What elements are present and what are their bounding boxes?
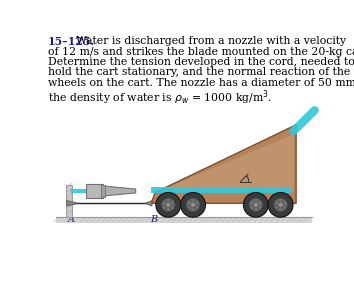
Circle shape bbox=[186, 198, 200, 212]
Text: Water is discharged from a nozzle with a velocity: Water is discharged from a nozzle with a… bbox=[48, 36, 346, 46]
Text: 15–125.: 15–125. bbox=[48, 36, 95, 47]
Circle shape bbox=[190, 202, 196, 208]
Bar bbox=[66, 185, 72, 217]
Polygon shape bbox=[159, 134, 294, 191]
Circle shape bbox=[249, 198, 263, 212]
Circle shape bbox=[278, 202, 283, 208]
Polygon shape bbox=[67, 201, 78, 206]
Circle shape bbox=[274, 198, 287, 212]
Text: Determine the tension developed in the cord, needed to: Determine the tension developed in the c… bbox=[48, 57, 354, 67]
Polygon shape bbox=[103, 186, 136, 196]
Text: hold the cart stationary, and the normal reaction of the: hold the cart stationary, and the normal… bbox=[48, 67, 350, 77]
Bar bbox=[91, 189, 136, 193]
Bar bbox=[72, 189, 86, 193]
Bar bbox=[101, 185, 105, 197]
Polygon shape bbox=[145, 201, 152, 206]
Text: wheels on the cart. The nozzle has a diameter of 50 mm and: wheels on the cart. The nozzle has a dia… bbox=[48, 78, 354, 88]
Text: 45°: 45° bbox=[249, 166, 265, 175]
Circle shape bbox=[244, 192, 268, 217]
Text: the density of water is $\rho_w$ = 1000 kg/m$^3$.: the density of water is $\rho_w$ = 1000 … bbox=[48, 88, 272, 107]
Text: of 12 m/s and strikes the blade mounted on the 20-kg cart.: of 12 m/s and strikes the blade mounted … bbox=[48, 47, 354, 57]
Circle shape bbox=[161, 198, 175, 212]
Text: B: B bbox=[150, 215, 157, 224]
Text: A: A bbox=[68, 215, 75, 224]
Circle shape bbox=[268, 192, 293, 217]
Bar bbox=[86, 184, 103, 198]
Circle shape bbox=[253, 202, 258, 208]
Polygon shape bbox=[151, 125, 296, 203]
Bar bbox=[56, 217, 312, 223]
Circle shape bbox=[166, 202, 171, 208]
Circle shape bbox=[181, 192, 205, 217]
Circle shape bbox=[156, 192, 181, 217]
Bar bbox=[151, 187, 292, 193]
